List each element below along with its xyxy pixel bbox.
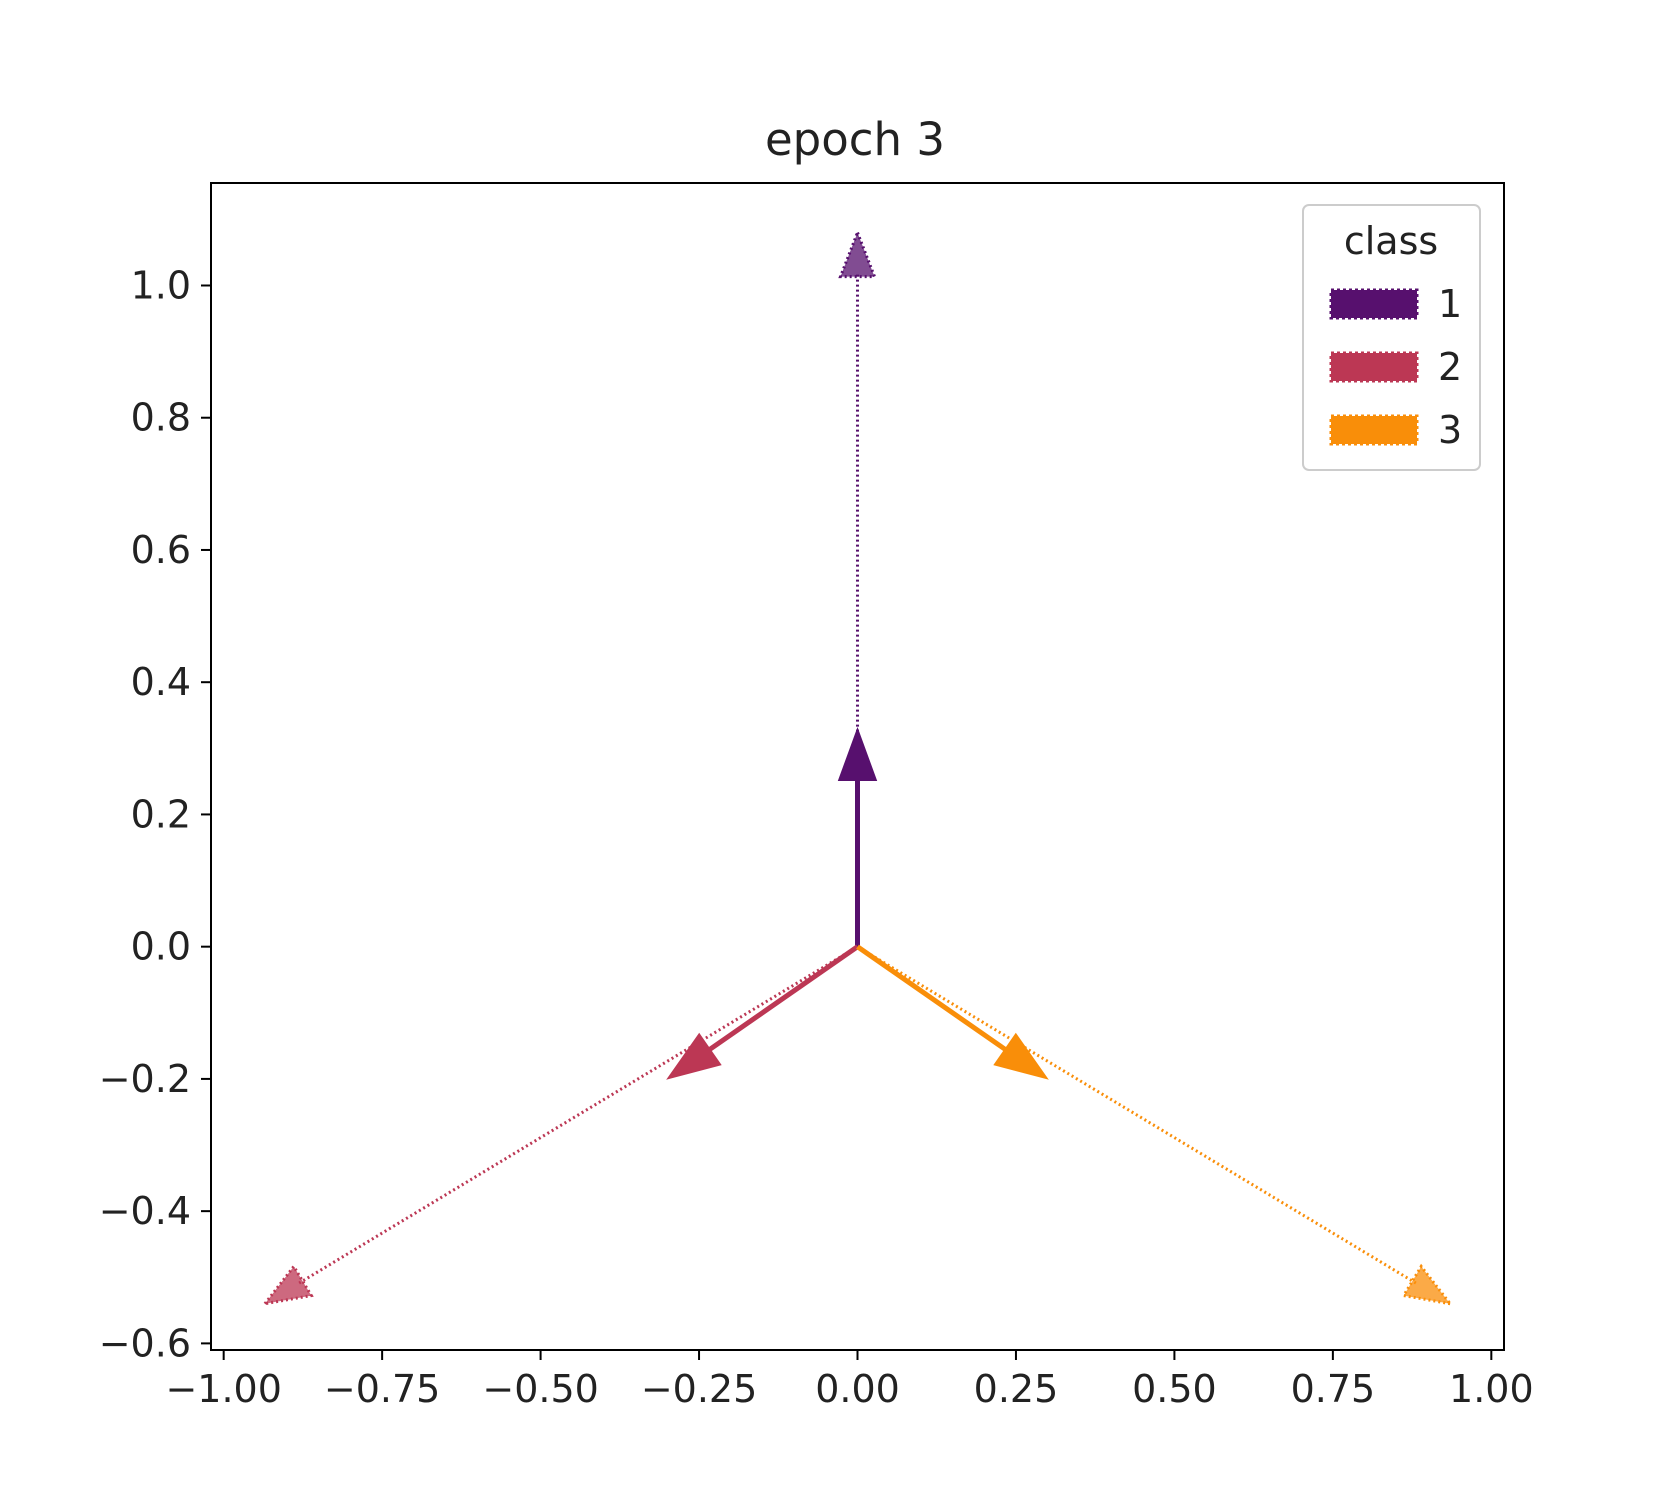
legend-box (1302, 204, 1481, 471)
series-3-dotted-arrow-shaft (856, 945, 1417, 1285)
y-tick-label: 0.2 (131, 792, 191, 836)
series-2-dotted-arrow-shaft (298, 945, 859, 1285)
series-3-dotted-arrow-head (1401, 1263, 1454, 1306)
series-1-solid-arrow-head (837, 727, 878, 781)
series-1-dotted-arrow-head (838, 228, 877, 279)
series-3-solid-arrow-shaft (856, 944, 1010, 1054)
y-axis-ticks: −0.6 −0.4 −0.2 0.0 0.2 0.4 0.6 0.8 1.0 (99, 263, 211, 1365)
legend-swatch-2 (1329, 351, 1419, 383)
legend-label-1: 1 (1438, 282, 1462, 326)
y-tick-label: −0.2 (99, 1057, 191, 1101)
chart-title: epoch 3 (765, 113, 945, 166)
legend-label-3: 3 (1438, 408, 1462, 452)
y-tick-label: −0.6 (99, 1321, 191, 1365)
x-tick-label: −0.75 (324, 1367, 440, 1411)
legend-swatch-1 (1329, 288, 1419, 320)
x-axis-ticks: −1.00 −0.75 −0.50 −0.25 0.00 0.25 0.50 0.75 1.00 (165, 1350, 1534, 1411)
x-tick-label: 0.75 (1291, 1367, 1376, 1411)
series-3-solid-arrow-head (993, 1032, 1049, 1080)
x-tick-label: −0.25 (641, 1367, 757, 1411)
legend-label-2: 2 (1438, 345, 1462, 389)
series-2-solid-arrow-head (666, 1032, 722, 1080)
series-2-dotted-arrow-head (261, 1263, 314, 1306)
arrows-layer (261, 228, 1454, 1306)
y-tick-label: 1.0 (131, 263, 191, 307)
y-tick-label: 0.8 (131, 396, 191, 440)
legend-items: 1 2 3 (1329, 282, 1462, 452)
legend-title: class (1344, 219, 1438, 263)
x-tick-label: −1.00 (165, 1367, 281, 1411)
x-tick-label: 0.25 (974, 1367, 1059, 1411)
y-tick-label: 0.6 (131, 528, 191, 572)
legend-swatch-3 (1329, 414, 1419, 446)
x-tick-label: 0.00 (815, 1367, 900, 1411)
y-tick-label: 0.4 (131, 660, 191, 704)
legend: class 1 2 3 (1302, 204, 1481, 471)
x-tick-label: 0.50 (1132, 1367, 1217, 1411)
series-2-solid-arrow-shaft (705, 944, 859, 1054)
x-tick-label: 1.00 (1449, 1367, 1534, 1411)
y-tick-label: 0.0 (131, 925, 191, 969)
x-tick-label: −0.50 (482, 1367, 598, 1411)
y-tick-label: −0.4 (99, 1189, 191, 1233)
